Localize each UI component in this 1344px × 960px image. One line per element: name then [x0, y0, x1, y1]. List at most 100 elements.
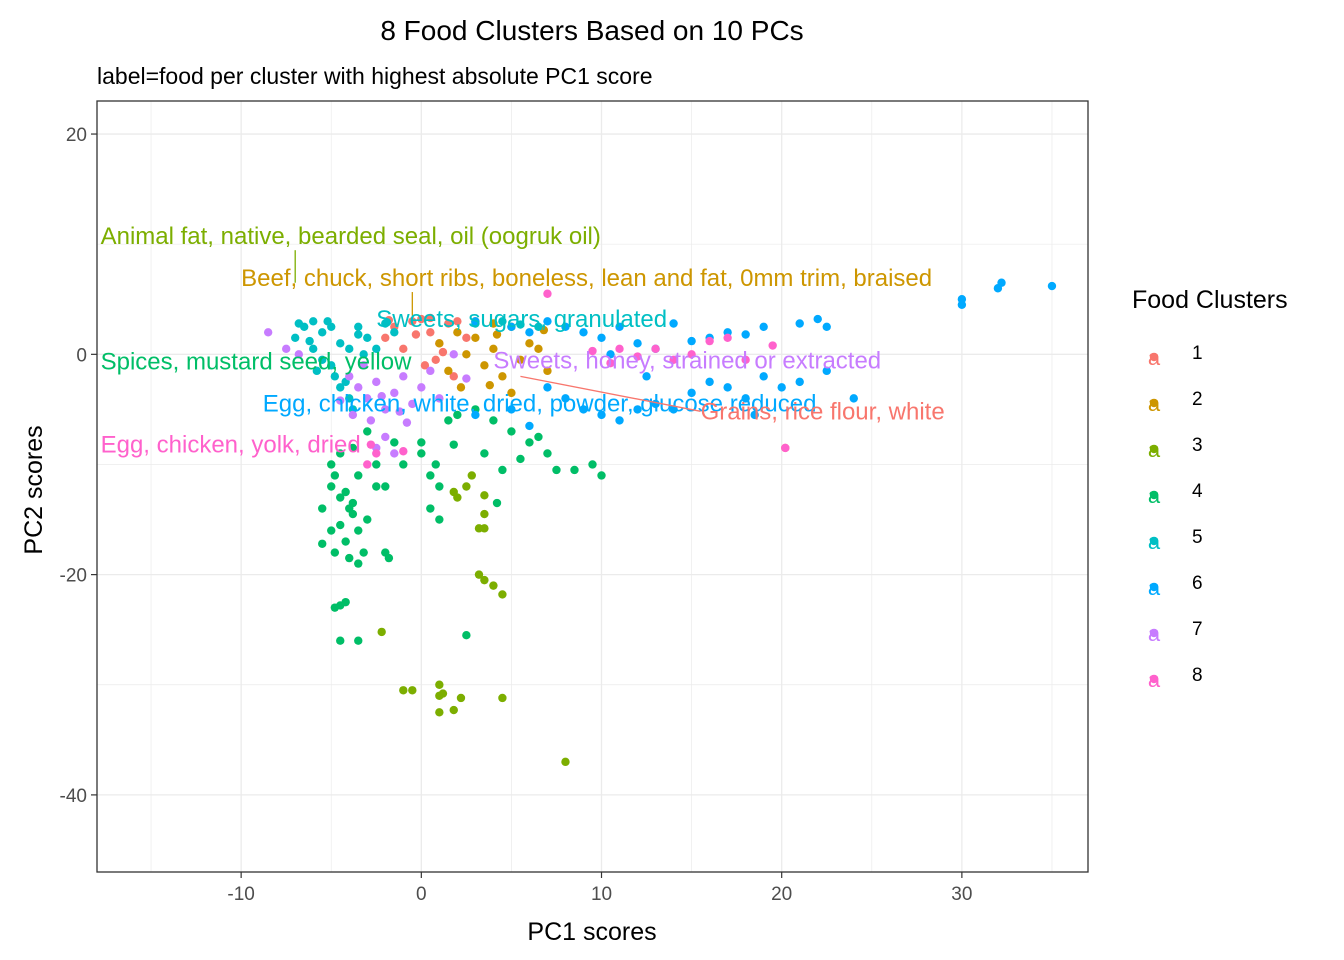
data-point — [462, 630, 471, 640]
data-point — [462, 333, 471, 343]
data-point — [498, 465, 507, 475]
y-tick-label: 20 — [66, 125, 87, 146]
data-point — [318, 504, 327, 513]
legend-key-glyph: a — [1148, 667, 1161, 692]
data-point — [492, 498, 502, 508]
data-point — [687, 350, 696, 359]
data-point — [438, 347, 448, 357]
data-point — [372, 449, 381, 458]
y-tick-label: -40 — [60, 786, 87, 807]
data-point — [462, 374, 471, 383]
legend-label: 1 — [1192, 343, 1203, 364]
series-8 — [363, 289, 790, 469]
data-point — [489, 344, 498, 354]
data-point — [294, 319, 304, 328]
data-point — [822, 322, 831, 331]
annotation-label: Animal fat, native, bearded seal, oil (o… — [101, 223, 601, 250]
data-point — [849, 394, 858, 403]
data-point — [449, 487, 458, 497]
legend-key-glyph: a — [1148, 483, 1161, 508]
data-point — [507, 427, 516, 436]
x-tick-label: 10 — [591, 884, 612, 905]
data-point — [354, 526, 363, 535]
data-point — [435, 515, 444, 524]
data-point — [449, 705, 458, 715]
data-point — [507, 405, 516, 414]
data-point — [318, 328, 327, 337]
data-point — [411, 330, 421, 339]
data-point — [456, 383, 466, 392]
data-point — [471, 317, 480, 326]
legend-title: Food Clusters — [1132, 286, 1288, 314]
data-point — [354, 322, 363, 331]
data-point — [615, 322, 624, 331]
data-point — [399, 372, 408, 381]
data-point — [390, 388, 399, 398]
data-point — [426, 471, 435, 480]
data-point — [377, 627, 386, 637]
data-point — [453, 328, 462, 337]
data-point — [498, 372, 507, 381]
data-point — [431, 460, 440, 469]
data-point — [318, 539, 327, 548]
data-point — [597, 410, 606, 420]
data-point — [399, 460, 408, 469]
data-point — [363, 427, 372, 436]
data-point — [426, 504, 435, 513]
data-point — [372, 344, 381, 354]
data-point — [480, 575, 489, 585]
data-point — [408, 686, 417, 695]
legend-key-point — [1149, 352, 1159, 362]
data-point — [309, 317, 318, 326]
data-point — [561, 394, 570, 403]
data-point — [327, 526, 336, 535]
data-point — [281, 344, 291, 354]
x-axis-title: PC1 scores — [527, 918, 656, 946]
data-point — [516, 355, 525, 365]
legend-key-point — [1149, 398, 1159, 408]
legend-key-point — [1149, 536, 1159, 546]
data-point — [444, 319, 453, 328]
data-point — [543, 449, 552, 458]
data-point — [359, 350, 368, 359]
data-point — [336, 449, 345, 458]
y-tick-label: 0 — [76, 345, 87, 366]
data-point — [381, 405, 390, 414]
data-point — [305, 336, 314, 346]
data-point — [480, 509, 489, 519]
data-point — [456, 693, 466, 703]
legend-key-point — [1149, 582, 1159, 592]
data-point — [435, 680, 444, 689]
axis-ticks: -10 0 10 20 30 -40 -20 0 20 — [60, 125, 973, 905]
data-point — [489, 581, 498, 590]
data-point — [390, 328, 399, 337]
legend-key-point — [1149, 444, 1159, 454]
data-point — [330, 548, 340, 557]
series-3 — [377, 471, 570, 767]
data-point — [552, 465, 561, 475]
data-point — [345, 394, 354, 403]
data-point — [795, 377, 804, 387]
legend-key-glyph: a — [1148, 529, 1161, 554]
data-point — [669, 405, 678, 414]
data-point — [489, 416, 498, 425]
data-point — [516, 320, 525, 329]
data-point — [525, 339, 534, 348]
data-point — [435, 482, 444, 491]
data-point — [294, 350, 304, 359]
data-point — [606, 350, 615, 359]
legend: Food Clusters a 1a 2a 3a 4a 5a 6a 7a 8 — [1132, 286, 1288, 692]
annotation-label: Sweets, honey, strained or extracted — [493, 348, 881, 375]
data-point — [336, 339, 345, 348]
annotation-label: Spices, mustard seed, yellow — [101, 349, 412, 376]
data-point — [431, 355, 440, 365]
data-point — [363, 460, 372, 469]
data-point — [462, 482, 471, 491]
data-point — [366, 440, 376, 449]
data-point — [997, 278, 1006, 287]
data-point — [471, 410, 480, 420]
